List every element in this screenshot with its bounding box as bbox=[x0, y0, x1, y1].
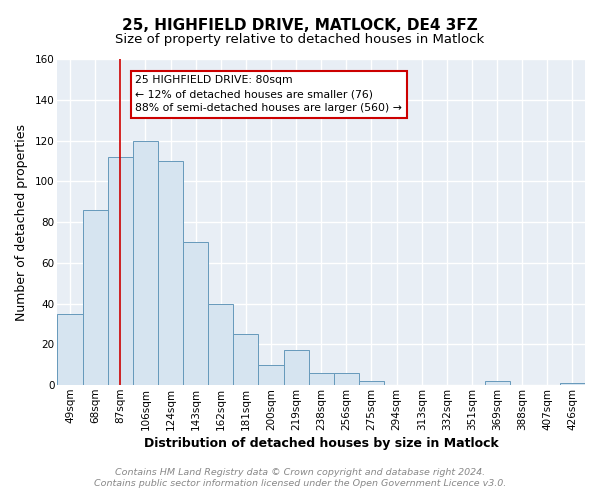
Text: 25, HIGHFIELD DRIVE, MATLOCK, DE4 3FZ: 25, HIGHFIELD DRIVE, MATLOCK, DE4 3FZ bbox=[122, 18, 478, 32]
Bar bbox=[133, 140, 158, 385]
Bar bbox=[334, 373, 359, 385]
Bar bbox=[208, 304, 233, 385]
Bar bbox=[108, 157, 133, 385]
Bar bbox=[308, 373, 334, 385]
Bar bbox=[83, 210, 108, 385]
Bar bbox=[359, 381, 384, 385]
Bar bbox=[233, 334, 259, 385]
Bar bbox=[158, 161, 183, 385]
Text: 25 HIGHFIELD DRIVE: 80sqm
← 12% of detached houses are smaller (76)
88% of semi-: 25 HIGHFIELD DRIVE: 80sqm ← 12% of detac… bbox=[136, 76, 402, 114]
Bar bbox=[58, 314, 83, 385]
Bar bbox=[284, 350, 308, 385]
Bar bbox=[560, 383, 585, 385]
Text: Contains HM Land Registry data © Crown copyright and database right 2024.
Contai: Contains HM Land Registry data © Crown c… bbox=[94, 468, 506, 487]
Y-axis label: Number of detached properties: Number of detached properties bbox=[15, 124, 28, 320]
Bar bbox=[183, 242, 208, 385]
X-axis label: Distribution of detached houses by size in Matlock: Distribution of detached houses by size … bbox=[144, 437, 499, 450]
Bar bbox=[485, 381, 509, 385]
Text: Size of property relative to detached houses in Matlock: Size of property relative to detached ho… bbox=[115, 32, 485, 46]
Bar bbox=[259, 365, 284, 385]
